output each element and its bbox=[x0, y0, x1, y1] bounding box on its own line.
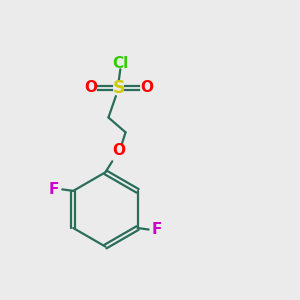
Text: Cl: Cl bbox=[112, 56, 128, 71]
Text: S: S bbox=[112, 79, 125, 97]
Text: O: O bbox=[112, 143, 125, 158]
Text: F: F bbox=[49, 182, 59, 197]
Text: F: F bbox=[152, 222, 162, 237]
Text: O: O bbox=[141, 80, 154, 95]
Text: O: O bbox=[84, 80, 97, 95]
